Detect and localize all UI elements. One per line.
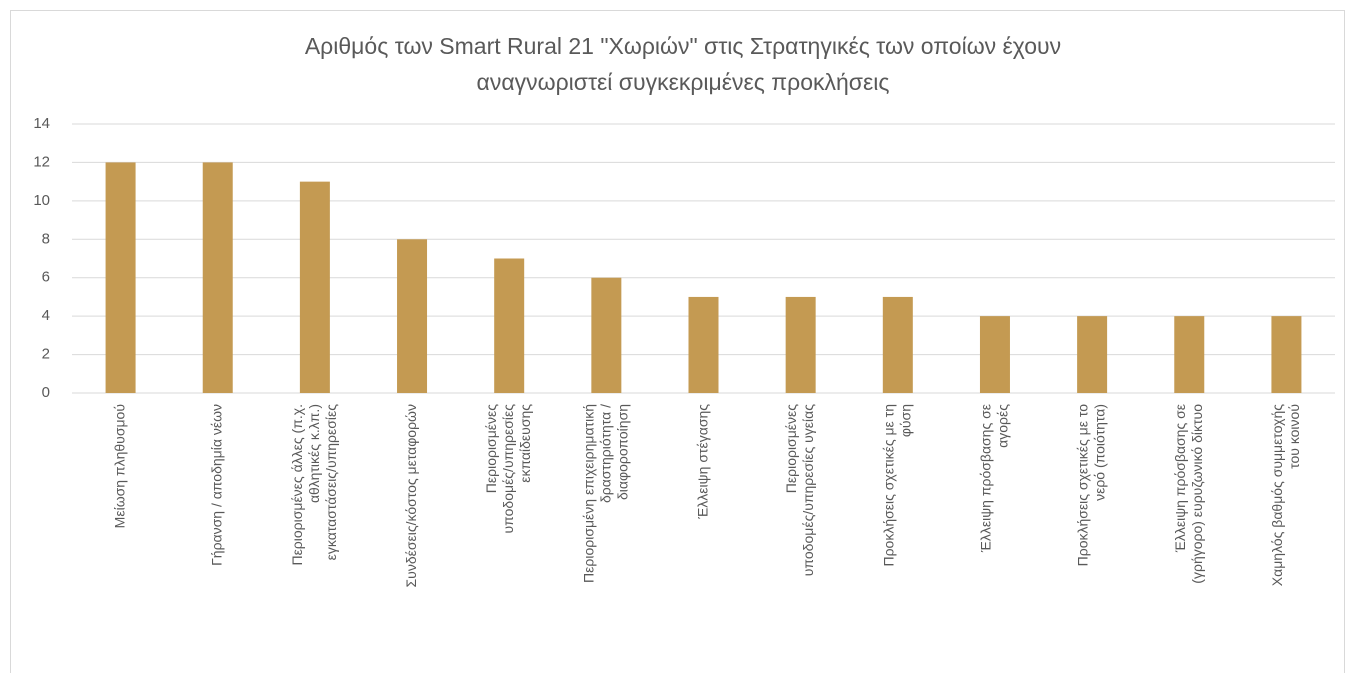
x-tick-label: Χαμηλός βαθμός συμμετοχήςτου κοινού — [1269, 404, 1302, 586]
x-tick-label-group: Γήρανση / αποδημία νέων — [208, 404, 224, 566]
x-tick-label-group: Έλλειψη στέγασης — [694, 404, 710, 520]
bar — [882, 296, 913, 393]
x-tick-label: Προκλήσεις σχετικές με τονερό (ποιότητα) — [1074, 404, 1107, 567]
x-tick-label-group: Έλλειψη πρόσβασης σε(γρήγορο) ευρυζωνικό… — [1171, 404, 1204, 584]
x-tick-label-group: Μείωση πληθυσμού — [111, 404, 127, 528]
x-tick-label: Περιορισμένη επιχειρηματικήδραστηριότητα… — [580, 404, 630, 583]
x-tick-label: Μείωση πληθυσμού — [111, 404, 127, 528]
y-tick-label: 2 — [42, 346, 50, 363]
x-tick-label: Έλλειψη πρόσβασης σεαγορές — [977, 404, 1010, 553]
bar — [688, 296, 719, 393]
x-tick-label: Έλλειψη στέγασης — [694, 404, 710, 520]
y-tick-label: 0 — [42, 384, 50, 401]
x-tick-label-group: Προκλήσεις σχετικές με τονερό (ποιότητα) — [1074, 404, 1107, 567]
y-tick-label: 4 — [42, 307, 50, 324]
x-tick-label: Περιορισμένες άλλες (π.χ.αθλητικές κ.λπ.… — [289, 404, 339, 566]
y-tick-label: 6 — [42, 269, 50, 286]
y-tick-label: 10 — [33, 192, 50, 209]
x-tick-label-group: Περιορισμένη επιχειρηματικήδραστηριότητα… — [580, 404, 630, 583]
x-tick-label-group: Χαμηλός βαθμός συμμετοχήςτου κοινού — [1269, 404, 1302, 586]
bar — [105, 162, 136, 393]
bar — [1174, 316, 1205, 393]
bar — [785, 296, 816, 393]
x-tick-label: Συνδέσεις/κόστος μεταφορών — [403, 404, 419, 587]
bar — [299, 181, 330, 393]
bar — [1077, 316, 1108, 393]
x-tick-label: Έλλειψη πρόσβασης σε(γρήγορο) ευρυζωνικό… — [1171, 404, 1204, 584]
bar — [397, 239, 428, 393]
x-tick-label-group: Περιορισμένες άλλες (π.χ.αθλητικές κ.λπ.… — [289, 404, 339, 566]
x-tick-label-group: Περιορισμένεςυποδομές/υπηρεσίες υγείας — [783, 404, 816, 576]
x-tick-label: Προκλήσεις σχετικές με τηφύση — [880, 404, 913, 567]
y-tick-label: 12 — [33, 153, 50, 170]
chart-frame — [10, 10, 1345, 673]
bar — [494, 258, 525, 393]
bar — [202, 162, 233, 393]
bar — [1271, 316, 1302, 393]
x-tick-label-group: Προκλήσεις σχετικές με τηφύση — [880, 404, 913, 567]
y-tick-label: 14 — [33, 115, 50, 132]
bar — [591, 277, 622, 393]
x-tick-label-group: Περιορισμένεςυποδομές/υπηρεσίεςεκπαίδευσ… — [483, 404, 533, 534]
bar — [979, 316, 1010, 393]
x-tick-label: Περιορισμένεςυποδομές/υπηρεσίες υγείας — [783, 404, 816, 576]
x-tick-label-group: Συνδέσεις/κόστος μεταφορών — [403, 404, 419, 587]
chart-title: Αριθμός των Smart Rural 21 "Χωριών" στις… — [305, 33, 1061, 95]
x-tick-label-group: Έλλειψη πρόσβασης σεαγορές — [977, 404, 1010, 553]
y-tick-label: 8 — [42, 230, 50, 247]
x-tick-label: Περιορισμένεςυποδομές/υπηρεσίεςεκπαίδευσ… — [483, 404, 533, 534]
x-tick-label: Γήρανση / αποδημία νέων — [208, 404, 224, 566]
